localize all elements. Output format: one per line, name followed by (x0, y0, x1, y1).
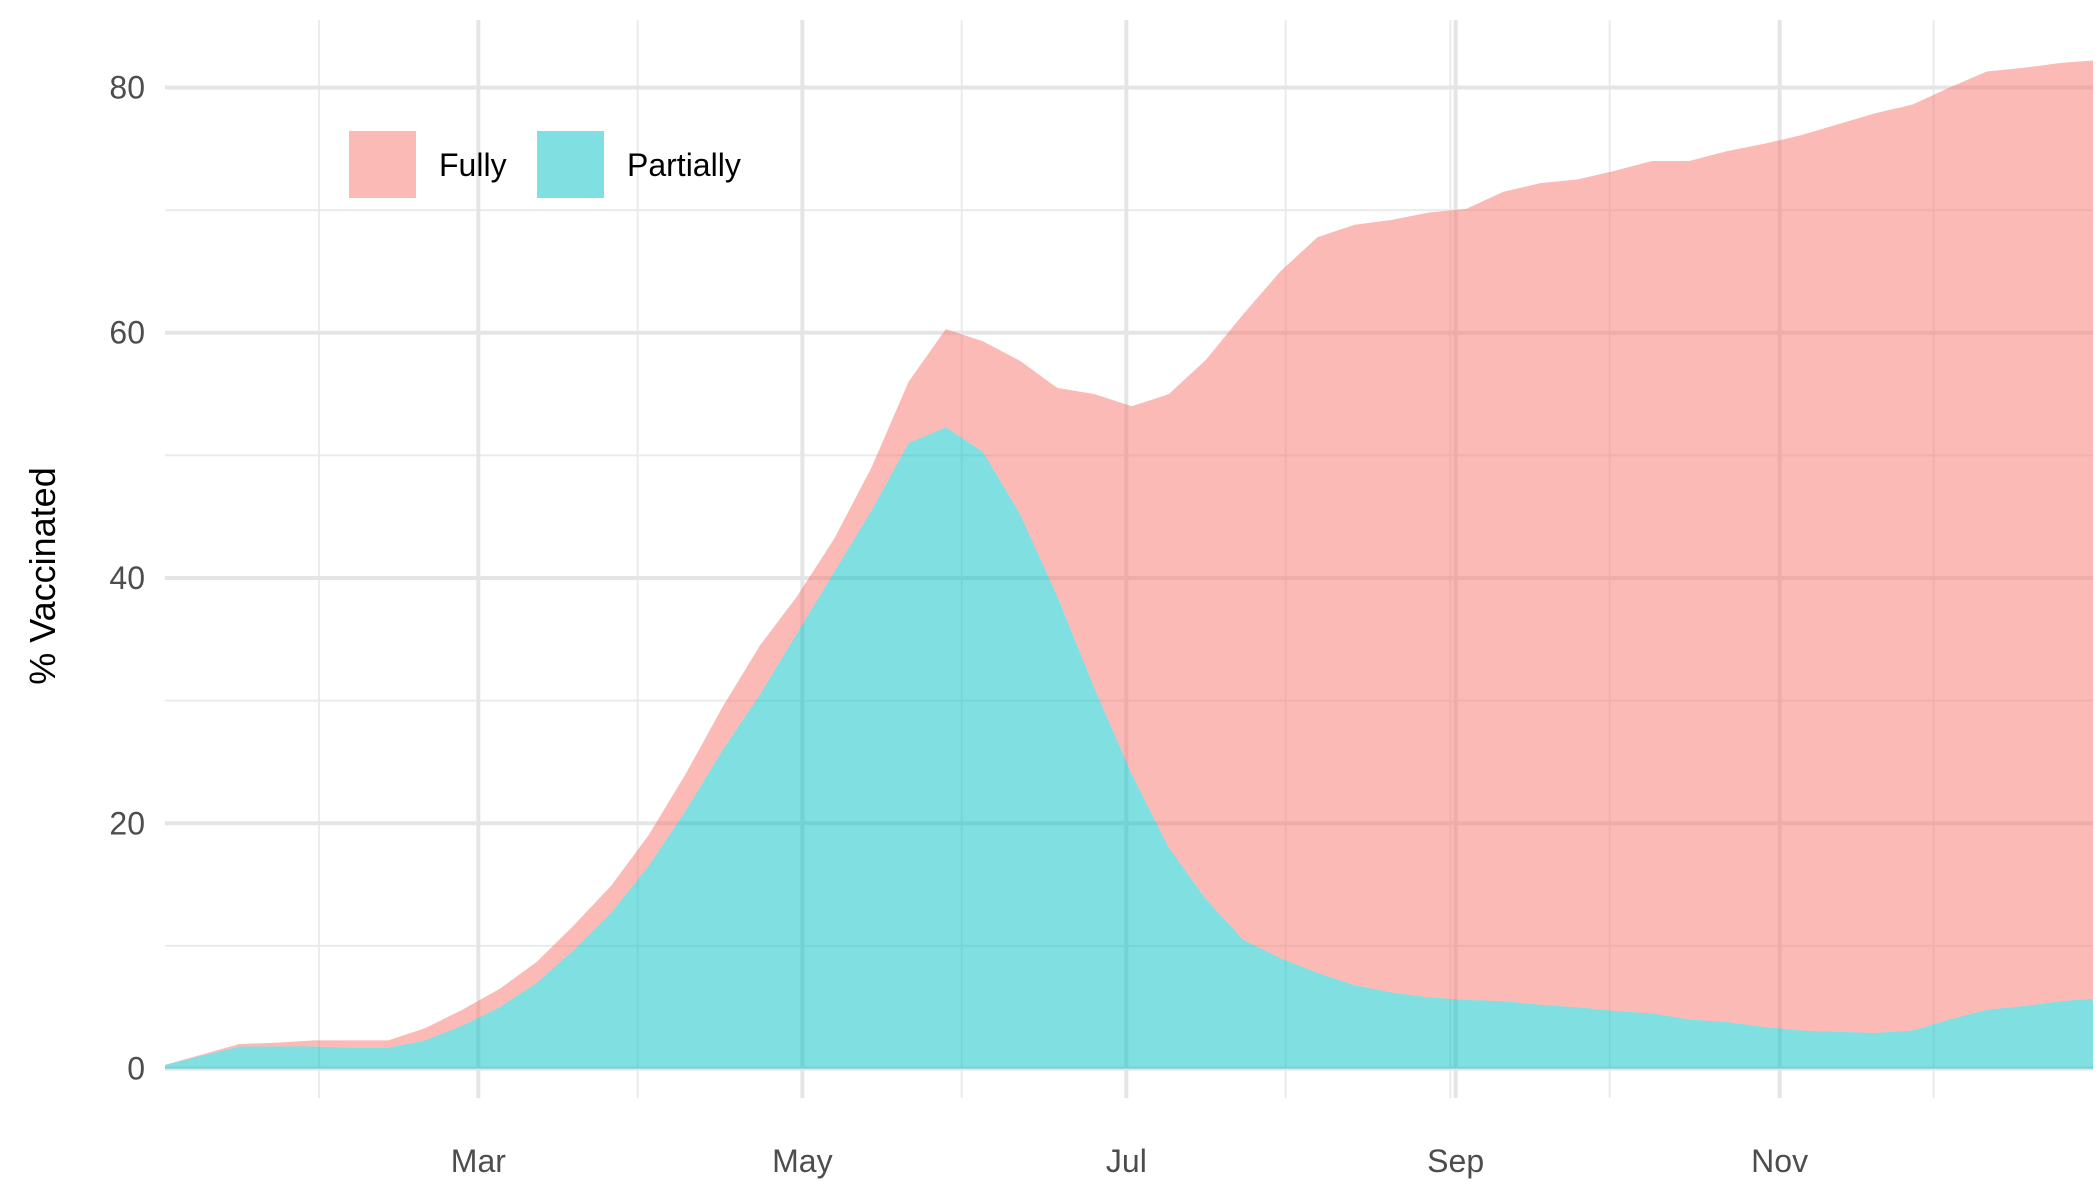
x-tick-label: Nov (1751, 1143, 1808, 1179)
x-tick-label: May (772, 1143, 832, 1179)
x-axis-ticks: Mar May Jul Sep Nov (451, 1143, 1808, 1179)
y-tick-label: 40 (109, 560, 145, 596)
area-partially (165, 427, 2093, 1069)
legend-item-partially: Partially (537, 131, 741, 198)
y-axis-ticks: 0 20 40 60 80 (109, 69, 145, 1086)
legend-swatch (349, 131, 416, 198)
y-tick-label: 20 (109, 805, 145, 841)
legend-swatch (537, 131, 604, 198)
legend-item-fully: Fully (349, 131, 507, 198)
area-fully (165, 60, 2093, 1065)
x-tick-label: Jul (1106, 1143, 1147, 1179)
y-tick-label: 80 (109, 69, 145, 105)
plot-areas (165, 60, 2093, 1069)
legend-label: Fully (439, 147, 507, 183)
x-tick-label: Sep (1427, 1143, 1484, 1179)
y-tick-label: 0 (127, 1051, 145, 1087)
x-tick-label: Mar (451, 1143, 506, 1179)
y-axis-title: % Vaccinated (22, 467, 63, 684)
legend-label: Partially (627, 147, 741, 183)
legend: Fully Partially (349, 131, 741, 198)
y-tick-label: 60 (109, 315, 145, 351)
